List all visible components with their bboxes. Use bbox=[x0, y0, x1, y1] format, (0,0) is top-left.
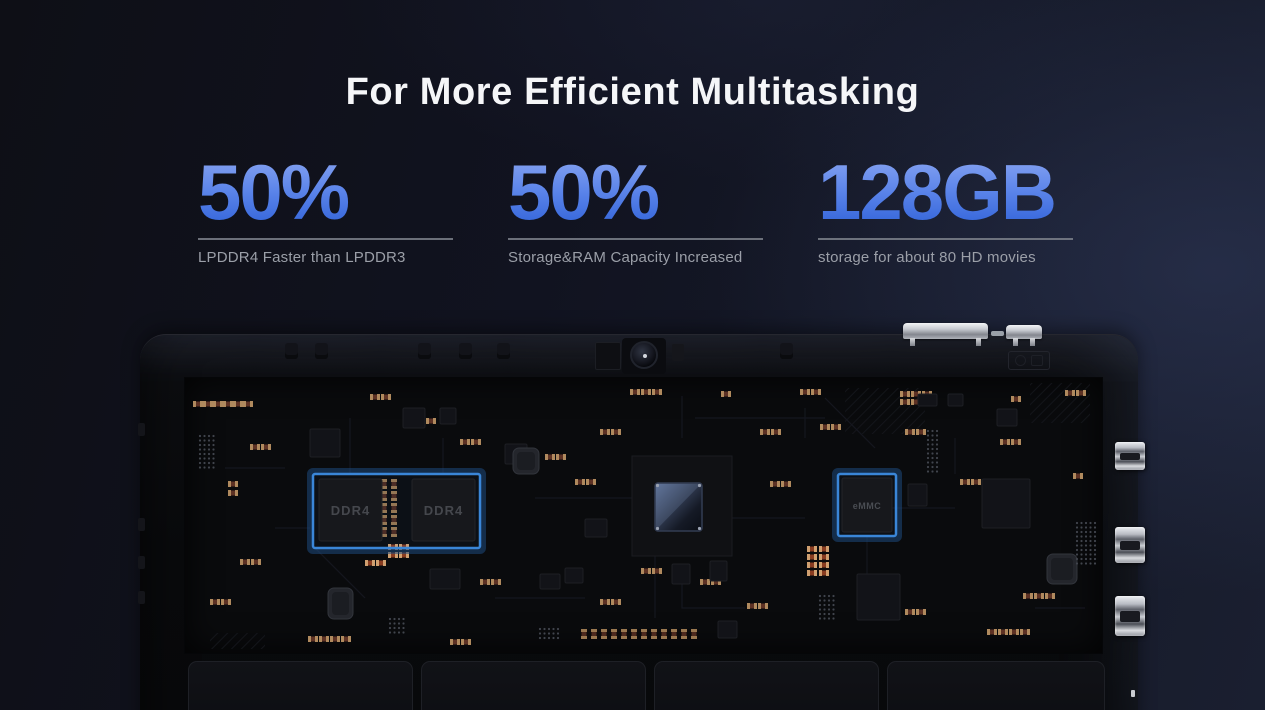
stat-capacity-value: 50% bbox=[508, 150, 763, 234]
etched-port-outline bbox=[1008, 351, 1050, 370]
battery-cell-3 bbox=[654, 661, 879, 710]
stat-capacity-caption: Storage&RAM Capacity Increased bbox=[508, 249, 743, 266]
stat-ram-speed-value: 50% bbox=[198, 150, 453, 234]
usb-port-1 bbox=[1115, 442, 1145, 470]
stat-ram-speed: 50% LPDDR4 Faster than LPDDR3 bbox=[198, 150, 453, 266]
battery-cell-4 bbox=[887, 661, 1105, 710]
camera-pad bbox=[595, 342, 621, 370]
camera-lens-glint bbox=[643, 354, 647, 358]
frame-notch bbox=[138, 518, 145, 531]
stat-ram-speed-caption: LPDDR4 Faster than LPDDR3 bbox=[198, 249, 406, 266]
battery-cell-1 bbox=[188, 661, 413, 710]
ram-chip-right-label: DDR4 bbox=[424, 503, 463, 518]
stat-divider bbox=[508, 238, 763, 240]
frame-stud bbox=[315, 343, 328, 359]
stat-storage-value: 128GB bbox=[818, 150, 1073, 234]
frame-stud bbox=[497, 343, 510, 359]
emmc-chip-label: eMMC bbox=[853, 501, 882, 511]
stat-storage-caption: storage for about 80 HD movies bbox=[818, 249, 1036, 266]
motherboard-pcb: DDR4 DDR4 eMMC bbox=[185, 378, 1102, 653]
usb-port-2 bbox=[1115, 527, 1145, 563]
ram-chip-ddr4-left: DDR4 bbox=[318, 478, 383, 542]
volume-button bbox=[903, 323, 988, 346]
battery-cell-2 bbox=[421, 661, 646, 710]
frame-notch bbox=[138, 591, 145, 604]
cpu-chip bbox=[631, 455, 733, 557]
frame-stud bbox=[459, 343, 472, 359]
stat-capacity: 50% Storage&RAM Capacity Increased bbox=[508, 150, 763, 266]
frame-stud bbox=[285, 343, 298, 359]
button-notch bbox=[991, 331, 1004, 336]
frame-stud bbox=[780, 343, 793, 359]
frame-notch bbox=[138, 556, 145, 569]
stat-divider bbox=[198, 238, 453, 240]
camera-lens-icon bbox=[630, 341, 658, 369]
emmc-chip: eMMC bbox=[841, 477, 893, 533]
camera-module bbox=[622, 338, 666, 374]
tablet-internals-photo: DDR4 DDR4 eMMC bbox=[138, 323, 1145, 710]
camera-aux-component bbox=[672, 344, 684, 361]
frame-notch bbox=[138, 423, 145, 436]
edge-pin bbox=[1131, 690, 1135, 697]
pcb-decorations bbox=[193, 383, 1097, 649]
page-title: For More Efficient Multitasking bbox=[345, 71, 920, 113]
power-button bbox=[1006, 325, 1042, 346]
frame-stud bbox=[418, 343, 431, 359]
stats-row: 50% LPDDR4 Faster than LPDDR3 50% Storag… bbox=[198, 150, 1073, 266]
ram-chip-ddr4-right: DDR4 bbox=[411, 478, 476, 542]
stat-storage: 128GB storage for about 80 HD movies bbox=[818, 150, 1073, 266]
usb-port-3 bbox=[1115, 596, 1145, 636]
ram-chip-left-label: DDR4 bbox=[331, 503, 370, 518]
stat-divider bbox=[818, 238, 1073, 240]
